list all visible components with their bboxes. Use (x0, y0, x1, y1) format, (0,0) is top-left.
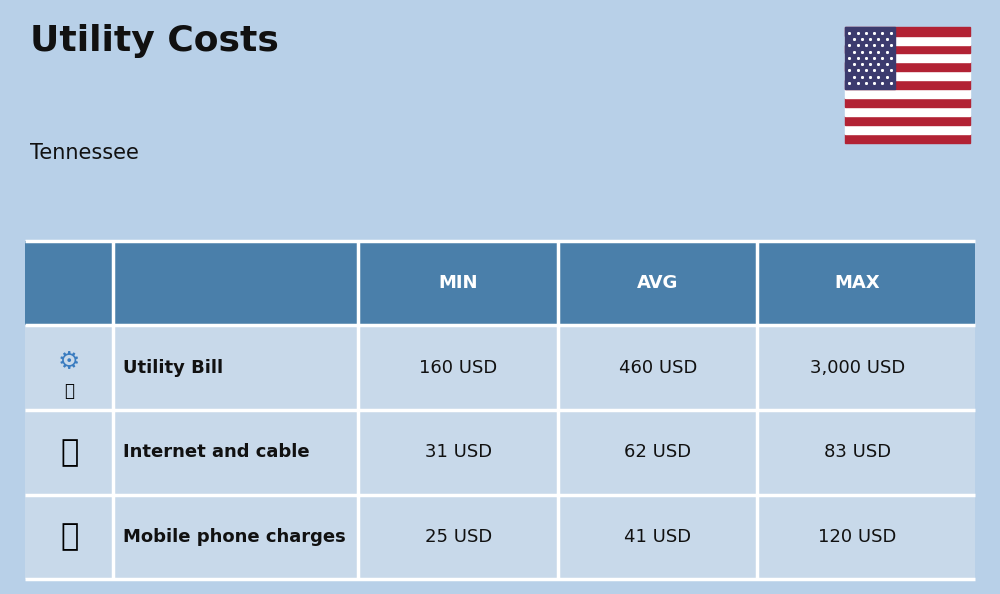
Bar (25, 410, 975, 494)
Text: 460 USD: 460 USD (619, 359, 697, 377)
Text: 🔌: 🔌 (64, 383, 74, 400)
Bar (845, 27, 970, 36)
Text: Tennessee: Tennessee (30, 143, 139, 163)
Text: Utility Costs: Utility Costs (30, 24, 279, 58)
Text: 📱: 📱 (60, 522, 78, 551)
Bar (845, 80, 970, 89)
Text: 41 USD: 41 USD (624, 528, 691, 546)
Bar (845, 134, 970, 143)
Bar (25, 326, 975, 410)
Text: 25 USD: 25 USD (425, 528, 492, 546)
Bar (845, 89, 970, 98)
Bar (845, 45, 970, 53)
Text: 83 USD: 83 USD (824, 443, 891, 461)
Bar (845, 98, 970, 107)
Text: 📶: 📶 (60, 438, 78, 467)
Text: Mobile phone charges: Mobile phone charges (123, 528, 346, 546)
Bar (845, 27, 895, 89)
Text: ⚙: ⚙ (58, 350, 80, 374)
Bar (845, 62, 970, 71)
Text: 120 USD: 120 USD (818, 528, 896, 546)
Bar (845, 53, 970, 62)
Text: 3,000 USD: 3,000 USD (810, 359, 905, 377)
Bar (845, 71, 970, 80)
Bar (25, 241, 975, 326)
Text: 31 USD: 31 USD (425, 443, 492, 461)
Bar (845, 36, 970, 45)
Text: Internet and cable: Internet and cable (123, 443, 310, 461)
Text: Utility Bill: Utility Bill (123, 359, 223, 377)
Bar (25, 494, 975, 579)
Bar (845, 116, 970, 125)
Bar (845, 107, 970, 116)
Text: 160 USD: 160 USD (419, 359, 497, 377)
Bar (845, 125, 970, 134)
Text: MIN: MIN (438, 274, 478, 292)
Text: 62 USD: 62 USD (624, 443, 691, 461)
Text: MAX: MAX (834, 274, 880, 292)
Text: AVG: AVG (637, 274, 678, 292)
